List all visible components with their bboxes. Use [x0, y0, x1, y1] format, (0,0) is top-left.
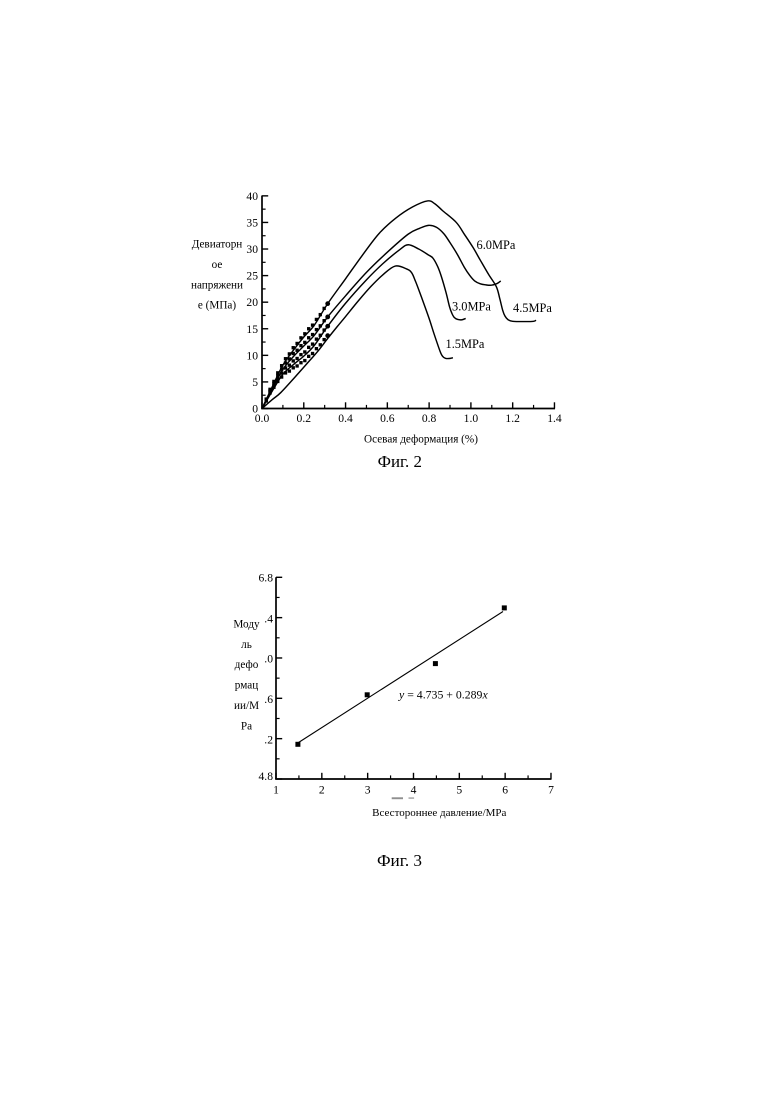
- svg-text:Моду: Моду: [233, 618, 260, 630]
- svg-text:Фиг. 3: Фиг. 3: [377, 851, 422, 870]
- svg-text:рмац: рмац: [235, 680, 258, 692]
- svg-text:ль: ль: [241, 639, 252, 651]
- svg-text:.0: .0: [264, 653, 273, 666]
- svg-text:Фиг. 2: Фиг. 2: [378, 452, 422, 471]
- svg-text:y = 4.735 + 0.289x: y = 4.735 + 0.289x: [398, 687, 488, 701]
- svg-text:3.0MPa: 3.0MPa: [452, 300, 491, 314]
- svg-text:1.2: 1.2: [505, 412, 520, 425]
- svg-text:1.4: 1.4: [547, 412, 562, 425]
- svg-text:5: 5: [252, 376, 258, 389]
- svg-text:6: 6: [502, 784, 508, 797]
- svg-text:1.0: 1.0: [464, 412, 479, 425]
- svg-text:7: 7: [548, 784, 554, 797]
- svg-text:дефо: дефо: [235, 659, 259, 671]
- svg-text:Девиаторн: Девиаторн: [192, 239, 243, 251]
- svg-text:.6: .6: [264, 693, 273, 706]
- svg-text:15: 15: [246, 323, 258, 336]
- svg-text:Ра: Ра: [241, 720, 252, 732]
- svg-text:0.8: 0.8: [422, 412, 437, 425]
- svg-text:напряжени: напряжени: [191, 279, 243, 291]
- svg-text:Всестороннее давление/МРа: Всестороннее давление/МРа: [372, 807, 506, 819]
- svg-text:е (МПа): е (МПа): [198, 300, 236, 312]
- svg-text:2: 2: [319, 784, 325, 797]
- svg-text:1: 1: [273, 784, 279, 797]
- svg-text:ое: ое: [212, 259, 223, 271]
- svg-text:35: 35: [246, 216, 258, 229]
- svg-text:6.8: 6.8: [259, 571, 274, 584]
- svg-text:0.4: 0.4: [338, 412, 353, 425]
- svg-text:.2: .2: [264, 733, 273, 746]
- svg-text:4.5MPa: 4.5MPa: [513, 301, 552, 315]
- svg-text:40: 40: [246, 190, 258, 203]
- svg-text:5: 5: [456, 784, 462, 797]
- svg-text:10: 10: [246, 349, 258, 362]
- svg-text:20: 20: [246, 296, 258, 309]
- svg-text:4: 4: [411, 784, 417, 797]
- svg-text:0.2: 0.2: [297, 412, 312, 425]
- svg-text:3: 3: [365, 784, 371, 797]
- svg-text:ии/М: ии/М: [234, 700, 259, 712]
- svg-text:1.5MPa: 1.5MPa: [446, 337, 485, 351]
- svg-text:4.8: 4.8: [259, 770, 274, 783]
- svg-text:0.6: 0.6: [380, 412, 395, 425]
- svg-text:30: 30: [246, 243, 258, 256]
- svg-text:0.0: 0.0: [255, 412, 270, 425]
- svg-text:Осевая деформация (%): Осевая деформация (%): [364, 433, 478, 445]
- svg-text:6.0MPa: 6.0MPa: [477, 238, 516, 252]
- svg-text:25: 25: [246, 270, 258, 283]
- svg-text:.4: .4: [264, 612, 273, 625]
- svg-text:0: 0: [252, 403, 258, 416]
